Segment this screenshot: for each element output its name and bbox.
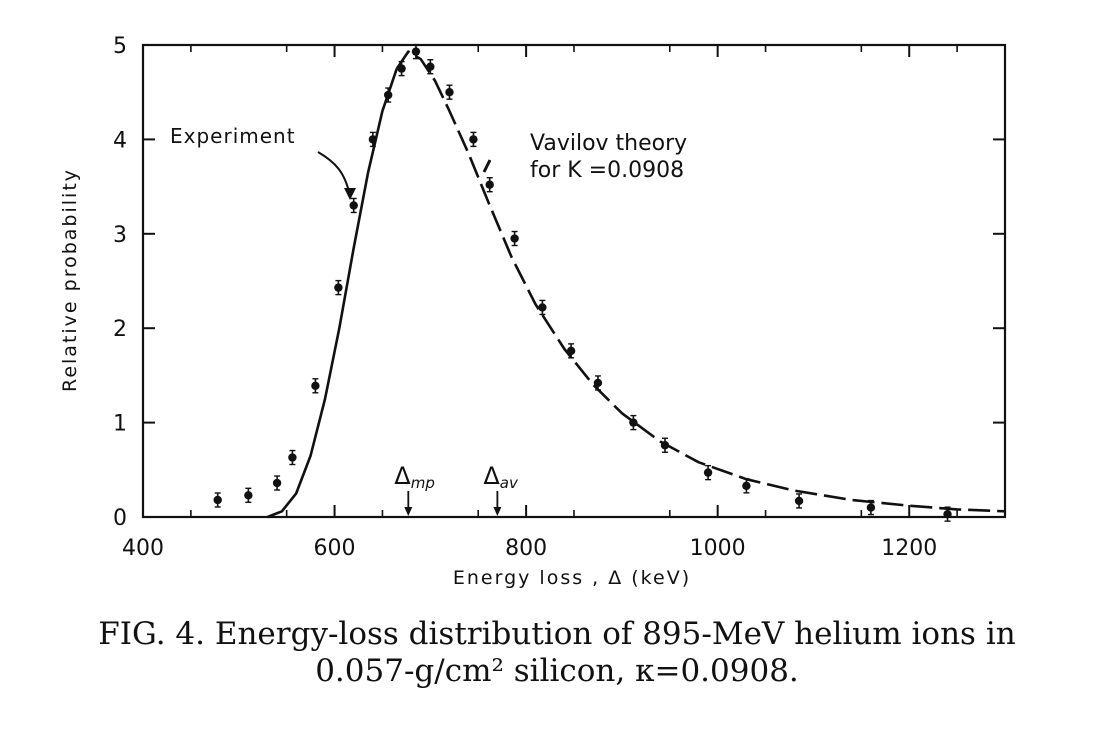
delta-mp-label: Δmp <box>394 462 435 492</box>
plot-border <box>141 43 1007 519</box>
theory-label-line2: for K =0.0908 <box>530 158 684 183</box>
theory-curve-dashed <box>395 50 1006 513</box>
experiment-point <box>349 197 358 214</box>
experiment-point <box>629 414 638 431</box>
experiment-point <box>383 87 393 103</box>
experiment-point <box>334 279 343 296</box>
x-axis-label: Energy loss , Δ (keV) <box>453 567 691 589</box>
experiment-point <box>703 464 713 481</box>
x-tick-label: 800 <box>505 536 547 561</box>
point-marker <box>703 468 713 477</box>
experiment-point <box>593 375 603 391</box>
y-axis-label: Relative probability <box>59 168 81 392</box>
experiment-point <box>742 478 751 494</box>
y-tick-label: 5 <box>113 34 127 59</box>
y-tick-label: 0 <box>113 506 127 531</box>
x-axis-ticks: 400 600 800 1000 1200 <box>122 45 958 561</box>
experiment-point <box>794 493 804 509</box>
experiment-point <box>566 343 576 359</box>
y-tick-label: 1 <box>113 412 127 437</box>
experiment-point <box>660 437 670 453</box>
experiment-point <box>469 131 478 148</box>
experiment-point <box>866 499 876 516</box>
point-marker <box>426 62 435 71</box>
point-marker <box>383 90 393 100</box>
experiment-label: Experiment <box>170 124 296 148</box>
delta-mp-arrowhead <box>404 507 413 516</box>
theory-leader-line <box>482 159 492 173</box>
y-axis-ticks: 0 1 2 3 4 5 <box>113 34 1005 531</box>
point-marker <box>794 496 804 506</box>
series-vavilov-theory <box>267 50 1006 519</box>
experiment-point <box>538 299 547 316</box>
point-marker <box>288 453 297 462</box>
point-marker <box>334 283 343 292</box>
point-marker <box>349 201 358 210</box>
point-marker <box>411 47 421 56</box>
experiment-point <box>943 506 952 522</box>
experiment-point <box>368 131 378 148</box>
y-tick-label: 4 <box>113 128 127 153</box>
point-marker <box>469 135 478 144</box>
point-marker <box>485 180 494 189</box>
experiment-point <box>426 59 435 75</box>
y-tick-label: 2 <box>113 317 127 342</box>
experiment-point <box>272 475 282 491</box>
delta-markers: Δmp Δav <box>394 462 519 516</box>
experiment-point <box>213 492 222 508</box>
x-tick-label: 600 <box>314 536 356 561</box>
point-marker <box>272 478 282 488</box>
point-marker <box>660 441 670 450</box>
delta-av-arrowhead <box>493 507 502 516</box>
point-marker <box>368 135 378 144</box>
point-marker <box>445 88 454 97</box>
point-marker <box>943 509 952 519</box>
series-experiment <box>213 43 952 522</box>
point-marker <box>510 234 519 243</box>
point-marker <box>538 303 547 312</box>
energy-loss-chart: 400 600 800 1000 1200 0 1 2 3 4 5 Experiment Vavi… <box>59 34 1007 589</box>
point-marker <box>213 495 222 505</box>
point-marker <box>593 378 603 388</box>
x-tick-label: 1200 <box>881 536 937 561</box>
figure-caption-line1: FIG. 4. Energy-loss distribution of 895-… <box>98 616 1016 652</box>
point-marker <box>742 481 751 491</box>
point-marker <box>397 64 406 73</box>
plot-frame <box>141 43 1007 519</box>
x-tick-label: 1000 <box>690 536 746 561</box>
annotations: Experiment Vavilov theory for K =0.0908 <box>170 124 687 200</box>
experiment-point <box>244 487 253 503</box>
theory-label-line1: Vavilov theory <box>530 131 687 156</box>
point-marker <box>244 491 253 500</box>
y-tick-label: 3 <box>113 223 127 248</box>
point-marker <box>566 346 576 356</box>
point-marker <box>311 381 320 390</box>
figure-caption-line2: 0.057-g/cm² silicon, κ=0.0908. <box>315 653 799 689</box>
experiment-point <box>288 449 297 466</box>
experiment-point <box>445 84 454 100</box>
experiment-point <box>311 378 320 394</box>
x-tick-label: 400 <box>122 536 164 561</box>
delta-av-label: Δav <box>483 462 519 492</box>
point-marker <box>866 503 876 512</box>
experiment-point <box>397 60 406 77</box>
experiment-leader-arrowhead <box>344 188 356 200</box>
experiment-point <box>411 43 421 60</box>
point-marker <box>629 418 638 427</box>
experiment-point <box>510 230 519 247</box>
experiment-point <box>485 177 494 193</box>
